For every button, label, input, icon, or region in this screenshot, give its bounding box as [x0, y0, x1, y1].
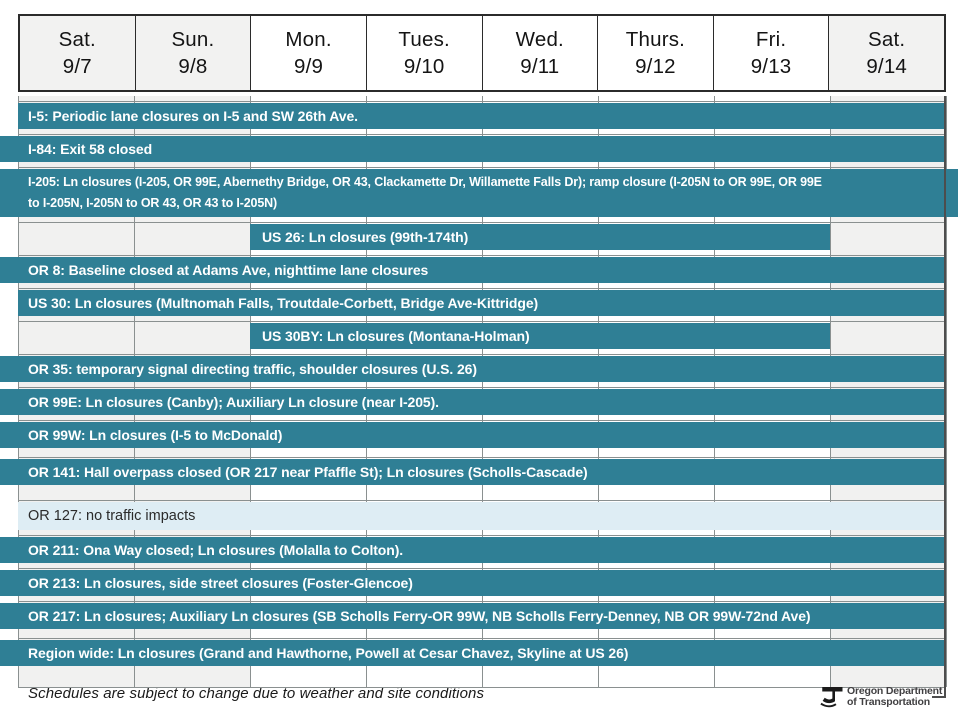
day-name-label: Sat. — [868, 28, 906, 51]
closure-bar-or-8: OR 8: Baseline closed at Adams Ave, nigh… — [0, 257, 946, 283]
odot-logo-line1: Oregon Department — [847, 685, 943, 697]
grid-hline — [18, 288, 946, 289]
closure-bar-or-35: OR 35: temporary signal directing traffi… — [0, 356, 946, 382]
closure-bar-text: I-84: Exit 58 closed — [28, 141, 153, 157]
odot-logo-icon — [820, 687, 843, 708]
grid-hline — [18, 387, 946, 388]
day-header-9-13: Fri. 9/13 — [712, 16, 829, 90]
closure-bar-text: OR 127: no traffic impacts — [28, 508, 196, 524]
day-name-label: Fri. — [755, 28, 787, 51]
closure-bar-text: to I-205N, I-205N to OR 43, OR 43 to I-2… — [28, 196, 278, 210]
closure-bar-text: I-205: Ln closures (I-205, OR 99E, Abern… — [28, 175, 822, 189]
day-header-9-11: Wed. 9/11 — [481, 16, 598, 90]
grid-hline — [18, 354, 946, 355]
closure-bar-or-141: OR 141: Hall overpass closed (OR 217 nea… — [0, 459, 946, 485]
calendar-header: Sat. 9/7 Sun. 9/8 Mon. 9/9 Tues. 9/10 We… — [18, 14, 946, 92]
grid-hline — [18, 638, 946, 639]
grid-hline — [18, 457, 946, 458]
closure-bar-text: Region wide: Ln closures (Grand and Hawt… — [28, 645, 629, 661]
closure-bar-or-217: OR 217: Ln closures; Auxiliary Ln closur… — [0, 603, 946, 629]
closure-bar-text: US 26: Ln closures (99th-174th) — [262, 229, 469, 245]
grid-hline — [18, 222, 946, 223]
closure-bar-text: OR 35: temporary signal directing traffi… — [28, 361, 477, 377]
closure-bar-us-30: US 30: Ln closures (Multnomah Falls, Tro… — [18, 290, 946, 316]
closure-bar-us-30by: US 30BY: Ln closures (Montana-Holman) — [250, 323, 830, 349]
grid-hline — [18, 535, 946, 536]
closure-bar-text: OR 217: Ln closures; Auxiliary Ln closur… — [28, 608, 811, 624]
odot-logo-text: Oregon Department of Transportation — [847, 684, 942, 708]
closure-bar-text: OR 211: Ona Way closed; Ln closures (Mol… — [28, 542, 404, 558]
day-name-label: Thurs. — [625, 28, 686, 51]
grid-hline — [18, 134, 946, 135]
closure-bar-text: OR 99E: Ln closures (Canby); Auxiliary L… — [28, 394, 439, 410]
closure-bar-i-205: I-205: Ln closures (I-205, OR 99E, Abern… — [0, 169, 958, 217]
day-name-label: Sat. — [58, 28, 96, 51]
day-name-label: Mon. — [285, 28, 332, 51]
closure-bar-or-213: OR 213: Ln closures, side street closure… — [0, 570, 946, 596]
closure-bar-i-84: I-84: Exit 58 closed — [0, 136, 946, 162]
closure-bar-text: US 30: Ln closures (Multnomah Falls, Tro… — [28, 295, 539, 311]
day-date-label: 9/12 — [635, 55, 676, 78]
table-right-border — [944, 96, 946, 698]
grid-vline — [946, 96, 947, 687]
day-date-label: 9/13 — [750, 55, 792, 78]
grid-hline — [18, 255, 946, 256]
day-header-9-12: Thurs. 9/12 — [597, 16, 713, 90]
closure-bar-text: OR 213: Ln closures, side street closure… — [28, 575, 413, 591]
closure-bar-text: I-5: Periodic lane closures on I-5 and S… — [28, 108, 358, 124]
closure-bar-text: OR 141: Hall overpass closed (OR 217 nea… — [28, 464, 588, 480]
day-header-9-14: Sat. 9/14 — [828, 16, 944, 90]
table-right-border-foot — [932, 696, 946, 698]
odot-logo-line2: of Transportation — [847, 696, 930, 708]
day-name-label: Sun. — [171, 28, 215, 51]
footer-note: Schedules are subject to change due to w… — [28, 685, 485, 702]
day-date-label: 9/10 — [403, 55, 445, 78]
day-header-9-9: Mon. 9/9 — [250, 16, 366, 90]
grid-hline-bottom — [18, 687, 946, 688]
closure-bar-i-5: I-5: Periodic lane closures on I-5 and S… — [18, 103, 946, 129]
day-date-label: 9/9 — [294, 55, 324, 78]
closure-bar-or-211: OR 211: Ona Way closed; Ln closures (Mol… — [0, 537, 946, 563]
day-date-label: 9/11 — [520, 55, 560, 78]
day-name-label: Tues. — [398, 28, 450, 51]
day-header-9-10: Tues. 9/10 — [365, 16, 482, 90]
grid-hline — [18, 321, 946, 322]
grid-hline — [18, 500, 946, 501]
day-date-label: 9/14 — [866, 55, 908, 78]
grid-hline — [18, 167, 946, 168]
day-name-label: Wed. — [515, 28, 564, 51]
day-date-label: 9/8 — [178, 55, 208, 78]
day-date-label: 9/7 — [62, 55, 92, 78]
closure-bar-text: US 30BY: Ln closures (Montana-Holman) — [262, 328, 530, 344]
closure-bar-region-wide: Region wide: Ln closures (Grand and Hawt… — [0, 640, 946, 666]
grid-hline — [18, 568, 946, 569]
closure-bar-or-99e: OR 99E: Ln closures (Canby); Auxiliary L… — [0, 389, 946, 415]
grid-hline — [18, 101, 946, 102]
closure-bar-text: OR 8: Baseline closed at Adams Ave, nigh… — [28, 262, 429, 278]
closure-bar-or-99w: OR 99W: Ln closures (I-5 to McDonald) — [0, 422, 946, 448]
day-header-9-8: Sun. 9/8 — [134, 16, 251, 90]
odot-logo: Oregon Department of Transportation — [820, 684, 942, 708]
grid-hline — [18, 420, 946, 421]
closure-bar-us-26: US 26: Ln closures (99th-174th) — [250, 224, 830, 250]
closure-bar-or-127: OR 127: no traffic impacts — [18, 502, 946, 530]
day-header-9-7: Sat. 9/7 — [20, 16, 135, 90]
closure-bar-text: OR 99W: Ln closures (I-5 to McDonald) — [28, 427, 283, 443]
grid-hline — [18, 601, 946, 602]
